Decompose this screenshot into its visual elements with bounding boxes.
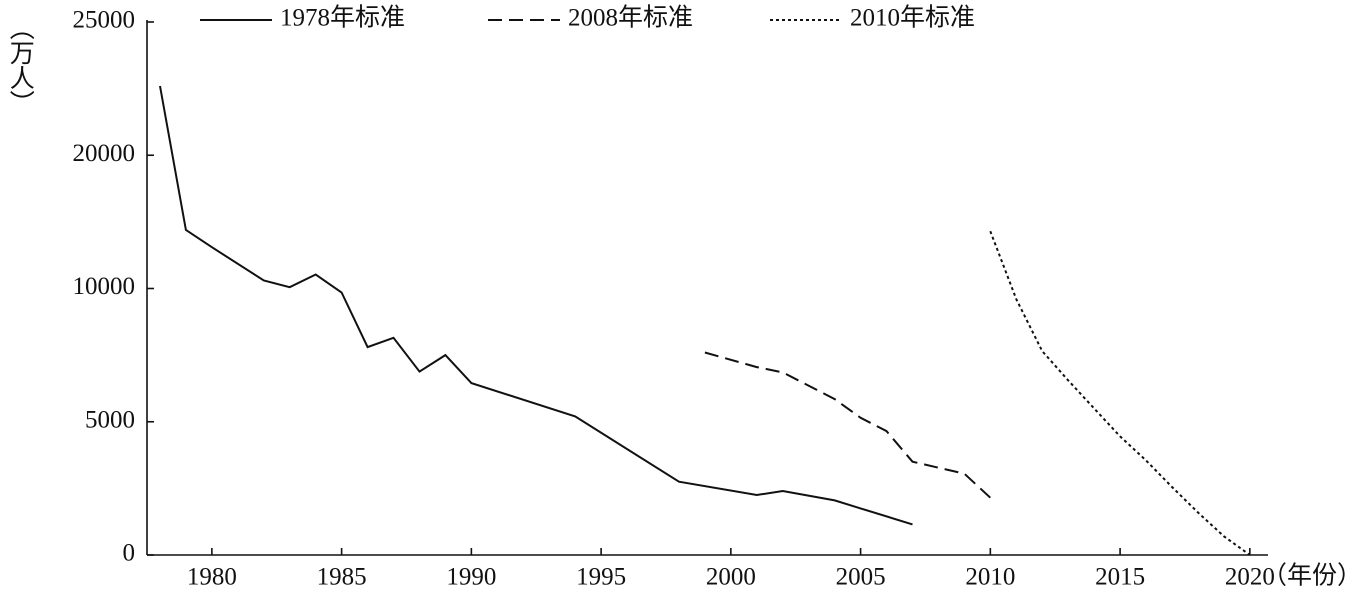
x-tick-label: 2010 — [965, 564, 1015, 591]
series-line — [159, 85, 913, 526]
x-tick-label: 2005 — [836, 564, 886, 591]
x-tick-label: 1980 — [187, 564, 237, 591]
x-tick-label: 2000 — [706, 564, 756, 591]
y-axis-label: （万人） — [6, 15, 35, 115]
series-line — [704, 351, 991, 499]
legend-label: 2010年标准 — [850, 4, 975, 32]
x-tick-label: 1985 — [317, 564, 367, 591]
y-tick-label: 20000 — [73, 140, 136, 167]
y-tick-label: 0 — [123, 540, 136, 567]
y-tick-label: 10000 — [73, 273, 136, 300]
y-tick-label: 5000 — [85, 406, 135, 433]
x-tick-label: 2020 — [1225, 564, 1275, 591]
x-tick-label: 2015 — [1095, 564, 1145, 591]
x-axis-label: （年份） — [1262, 562, 1362, 590]
series-line — [989, 230, 1251, 556]
x-tick-label: 1995 — [576, 564, 626, 591]
legend-label: 1978年标准 — [280, 4, 405, 32]
legend-label: 2008年标准 — [568, 4, 693, 32]
x-tick-label: 1990 — [446, 564, 496, 591]
y-tick-label: 25000 — [73, 7, 136, 34]
